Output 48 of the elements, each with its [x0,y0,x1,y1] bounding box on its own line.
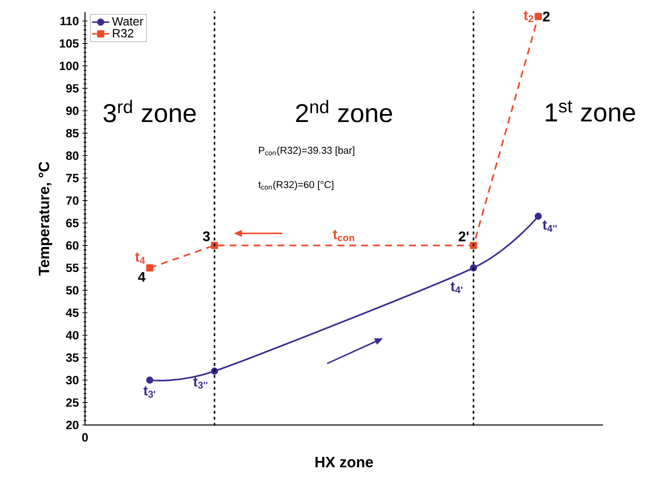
annotation: t$_{3'}$ [143,386,156,398]
annotation: t$_{4'}$ [450,282,462,294]
y-tick-label: 75 [66,174,79,182]
annotation: t$_{2}$ [524,10,534,22]
point [210,368,218,375]
y-tick-label: 105 [60,39,79,48]
annotation: t$_{3''}$ [193,377,208,389]
y-tick-label: 20 [66,420,78,430]
y-tick-label: 70 [66,196,78,205]
point [210,242,218,250]
annotation: t$_{con}$ [332,230,354,242]
point [470,264,478,272]
y-tick-label: 80 [66,151,78,160]
annotation: 3 [202,231,210,242]
x-axis-title: HX zone [316,456,373,468]
point [146,376,154,384]
y-tick-label: 30 [66,376,78,384]
y-tick-label: 60 [66,241,78,250]
legend-label: R32 [112,28,134,38]
annotation: t$_{con}$(R32)=60 [°C] [258,180,334,190]
y-tick-label: 35 [66,353,79,362]
y-tick-label: 25 [66,398,79,407]
annotation: 3$^{rd}$ zone [104,100,196,122]
annotation: t$_{4''}$ [542,220,557,232]
annotation: 2 [542,12,550,22]
y-tick-label: 90 [66,106,78,115]
y-tick-label: 50 [66,286,78,295]
annotation: 4 [138,272,146,282]
y-tick-label: 65 [66,218,79,228]
annotation: P$_{con}$(R32)=39.33 [bar] [259,146,354,156]
legend-label: Water [112,17,144,26]
y-tick-label: 85 [66,128,79,138]
y-tick-label: 110 [60,16,78,26]
y-tick-label: 55 [66,264,79,272]
y-tick-label: 95 [66,84,79,93]
y-axis-title: Temperature, °C [38,162,52,276]
annotation: 2$^{nd}$ zone [296,100,392,122]
point [146,264,154,272]
point [470,242,478,250]
point [534,212,542,220]
y-tick-label: 45 [66,308,79,317]
annotation: 1$^{st}$ zone [546,100,636,122]
annotation: 2' [458,232,469,242]
annotation: t$_{4}$ [135,252,146,264]
text: 0 [82,433,88,442]
point [534,12,542,20]
y-tick-label: 100 [60,62,78,70]
y-tick-label: 40 [66,330,78,340]
